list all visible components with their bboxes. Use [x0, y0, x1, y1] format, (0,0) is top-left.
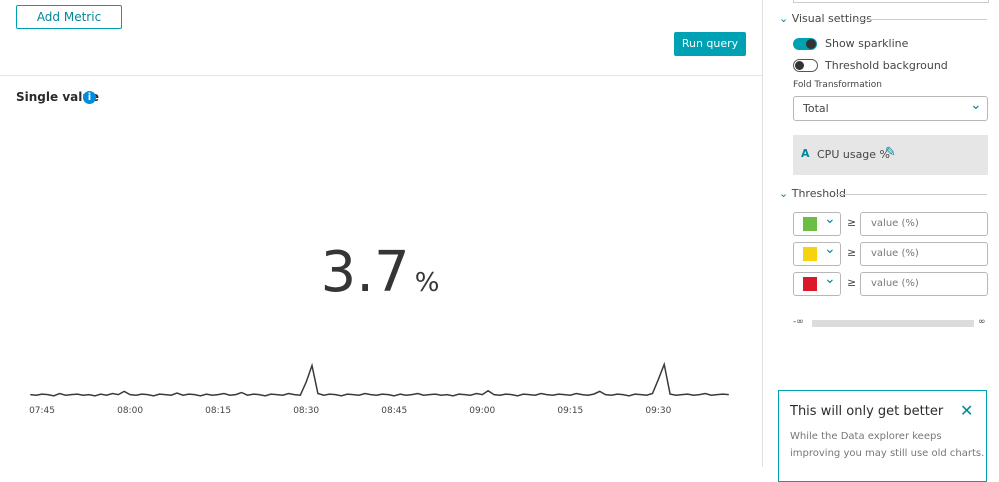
- range-min: -∞: [793, 317, 804, 327]
- x-tick-label: 09:30: [645, 406, 671, 416]
- big-value: 3.7 %: [300, 240, 460, 305]
- value: 3.7: [320, 240, 410, 305]
- x-tick-label: 08:15: [205, 406, 231, 416]
- color-select[interactable]: ⌄: [793, 271, 841, 296]
- operator: ≥: [847, 216, 857, 229]
- threshold-background-label: Threshold background: [825, 59, 948, 72]
- label: Threshold: [791, 187, 846, 200]
- add-metric-button[interactable]: Add Metric: [16, 5, 122, 29]
- threshold-header[interactable]: ⌄ Threshold: [779, 187, 846, 200]
- color-swatch: [803, 277, 817, 291]
- rule: [855, 19, 987, 20]
- toggle-off[interactable]: [793, 59, 818, 72]
- placeholder: value (%): [871, 218, 919, 229]
- visual-settings-header[interactable]: ⌄ Visual settings: [779, 12, 872, 25]
- x-tick-label: 08:00: [117, 406, 143, 416]
- x-tick-label: 08:45: [381, 406, 407, 416]
- fold-select[interactable]: Total ⌄: [793, 96, 988, 121]
- label: Visual settings: [791, 12, 872, 25]
- color-select[interactable]: ⌄: [793, 241, 841, 266]
- info-card: This will only get better ✕ While the Da…: [778, 390, 987, 482]
- x-tick-label: 09:00: [469, 406, 495, 416]
- metric-icon: A: [801, 147, 810, 160]
- rule: [835, 194, 987, 195]
- edit-icon[interactable]: ✎: [885, 145, 896, 160]
- x-tick-label: 09:15: [557, 406, 583, 416]
- info-line: improving you may still use old charts.: [790, 448, 985, 459]
- right-panel: ⌄ Visual settings Show sparkline Thresho…: [763, 0, 999, 482]
- operator: ≥: [847, 276, 857, 289]
- placeholder: value (%): [871, 278, 919, 289]
- metric-box: A CPU usage % ✎: [793, 135, 988, 175]
- run-query-button[interactable]: Run query: [674, 32, 746, 56]
- top-box: [793, 0, 989, 3]
- toggle-on[interactable]: [793, 38, 817, 50]
- color-swatch: [803, 247, 817, 261]
- info-line: While the Data explorer keeps: [790, 431, 942, 442]
- sparkline-path: [30, 361, 729, 397]
- chevron: ⌄: [970, 97, 982, 113]
- chevron: ⌄: [824, 241, 836, 257]
- unit: %: [414, 268, 440, 298]
- color-select[interactable]: ⌄: [793, 211, 841, 236]
- threshold-input[interactable]: value (%): [860, 212, 988, 236]
- operator: ≥: [847, 246, 857, 259]
- range-bar: [812, 320, 974, 327]
- close-button[interactable]: ✕: [960, 401, 974, 420]
- color-swatch: [803, 217, 817, 231]
- x-tick-label: 08:30: [293, 406, 319, 416]
- divider: [0, 75, 762, 76]
- chevron: ⌄: [824, 211, 836, 227]
- fold-value: Total: [803, 102, 829, 115]
- left-panel: [762, 0, 763, 467]
- show-sparkline-label: Show sparkline: [825, 37, 909, 50]
- fold-label: Fold Transformation: [793, 80, 882, 90]
- info-icon[interactable]: i: [83, 91, 96, 104]
- sparkline: 07:45 08:00 08:15 08:30 08:45 09:00 09:15 09:30: [29, 361, 729, 416]
- x-tick-label: 07:45: [29, 406, 55, 416]
- placeholder: value (%): [871, 248, 919, 259]
- threshold-input[interactable]: value (%): [860, 272, 988, 296]
- chart-title: Single value: [16, 90, 100, 104]
- threshold-input[interactable]: value (%): [860, 242, 988, 266]
- chevron: ⌄: [824, 271, 836, 287]
- range-max: ∞: [978, 317, 986, 327]
- info-title: This will only get better: [790, 404, 944, 419]
- metric-label: CPU usage %: [817, 148, 891, 161]
